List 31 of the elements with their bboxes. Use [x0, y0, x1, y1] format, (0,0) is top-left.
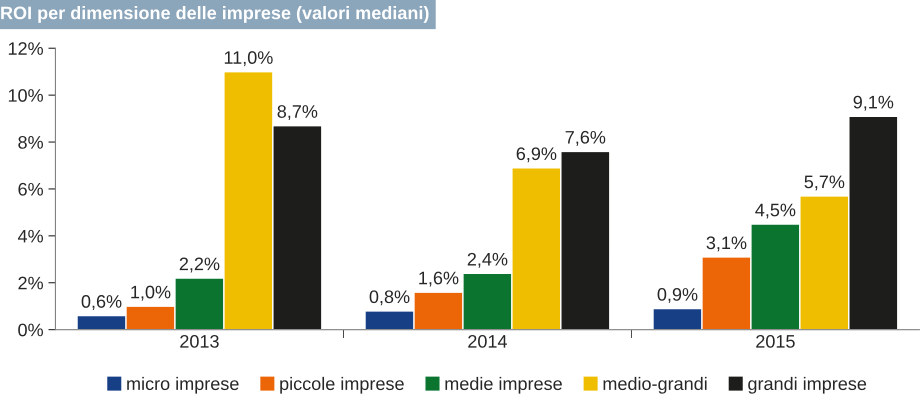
data-label: 2,4%	[468, 252, 508, 268]
data-label: 9,1%	[854, 96, 894, 111]
data-label: 0,9%	[658, 288, 698, 303]
y-tick-label: 8%	[18, 136, 43, 149]
x-tick-label: 2015	[756, 334, 795, 348]
x-tick-label: 2013	[180, 334, 219, 348]
y-tick-label: 0%	[18, 324, 43, 336]
legend-label: medie imprese	[445, 376, 562, 394]
data-label: 7,6%	[566, 130, 606, 146]
x-tick-label: 2014	[468, 334, 507, 348]
data-label: 0,6%	[82, 295, 122, 310]
legend-label: micro imprese	[127, 376, 239, 394]
data-label: 2,2%	[180, 258, 220, 272]
y-tick-label: 6%	[18, 182, 43, 196]
data-label: 8,7%	[278, 105, 318, 120]
data-label: 5,7%	[804, 176, 844, 190]
data-label: 3,1%	[706, 236, 746, 252]
y-tick-label: 2%	[18, 276, 43, 290]
y-tick-label: 12%	[8, 42, 43, 55]
data-label: 4,5%	[755, 204, 796, 219]
data-label: 1,6%	[419, 272, 458, 287]
legend-label: medio-grandi	[604, 376, 707, 394]
y-tick-label: 4%	[18, 230, 43, 242]
legend-label: grandi imprese	[748, 376, 866, 394]
y-tick-label: 10%	[8, 89, 43, 102]
data-label: 6,9%	[516, 147, 556, 162]
data-label: 0,8%	[370, 290, 410, 306]
data-label: 1,0%	[131, 286, 170, 301]
legend-label: piccole imprese	[280, 376, 404, 394]
chart-title: ROI per dimensione delle imprese (valori mediani)	[1, 6, 429, 23]
data-label: 11,0%	[224, 51, 273, 66]
